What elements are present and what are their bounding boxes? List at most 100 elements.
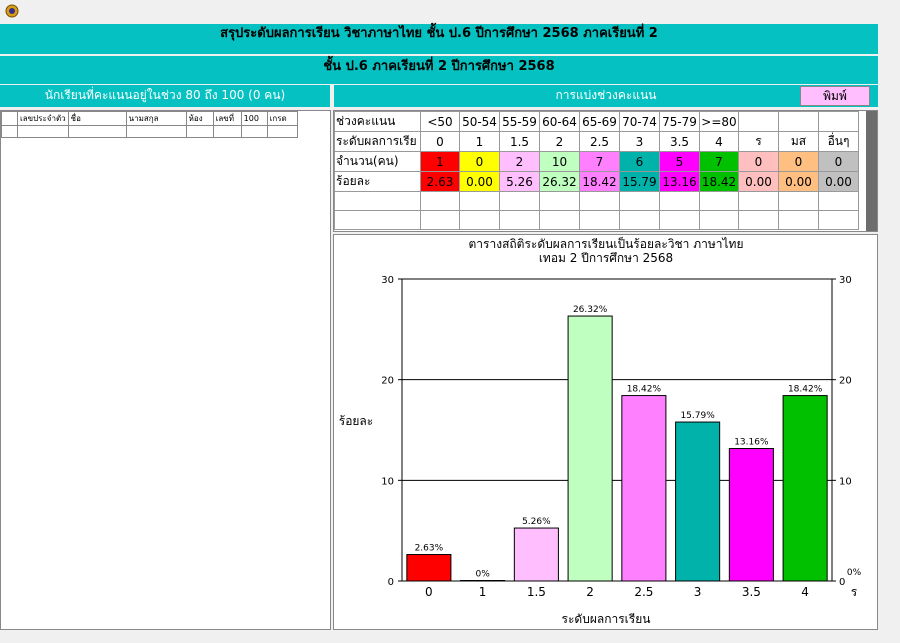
data-label-extra: 0% xyxy=(847,568,862,578)
count-cell: 2 xyxy=(499,151,540,172)
range-cell: 70-74 xyxy=(619,111,660,132)
chart-xlabel: ระดับผลการเรียน xyxy=(562,612,651,626)
bar xyxy=(782,395,828,582)
grade-cell: 0 xyxy=(420,131,460,152)
col-header-score[interactable]: 100 xyxy=(240,111,268,126)
range-cell: 65-69 xyxy=(579,111,620,132)
range-cell xyxy=(738,111,779,132)
range-cell: <50 xyxy=(420,111,460,132)
students-header-row: เลขประจำตัว ชื่อ นามสกุล ห้อง เลขที่ 100… xyxy=(1,111,298,126)
range-cell: 50-54 xyxy=(459,111,500,132)
grade-cell: 3 xyxy=(619,131,660,152)
x-tick-label: 2 xyxy=(586,585,594,599)
y-tick-label: 10 xyxy=(381,476,394,487)
x-tick-label: 2.5 xyxy=(634,585,653,599)
empty-row xyxy=(334,210,859,230)
app-logo-icon xyxy=(5,4,19,18)
grade-cell: 3.5 xyxy=(659,131,700,152)
range-cell: 75-79 xyxy=(659,111,700,132)
data-label: 13.16% xyxy=(734,438,769,448)
y-tick-label: 30 xyxy=(381,275,394,286)
percent-cell: 18.42 xyxy=(699,171,739,192)
report-subtitle: ชั้น ป.6 ภาคเรียนที่ 2 ปีการศึกษา 2568 xyxy=(0,56,878,84)
score-range-header: การแบ่งช่วงคะแนน xyxy=(334,85,878,107)
col-header-number[interactable]: เลขที่ xyxy=(212,111,242,126)
bar xyxy=(513,527,559,582)
students-table: เลขประจำตัว ชื่อ นามสกุล ห้อง เลขที่ 100… xyxy=(1,111,298,138)
percent-cell: 2.63 xyxy=(420,171,460,192)
y-tick-label: 0 xyxy=(388,577,394,588)
students-grid[interactable]: เลขประจำตัว ชื่อ นามสกุล ห้อง เลขที่ 100… xyxy=(0,110,331,630)
count-cell: 0 xyxy=(818,151,859,172)
data-label: 18.42% xyxy=(627,385,662,395)
x-tick-label: 3 xyxy=(694,585,702,599)
chart-svg: ตารางสถิติระดับผลการเรียนเป็นร้อยละวิชา … xyxy=(339,236,862,626)
x-tick-label-extra: ร xyxy=(851,585,858,599)
count-cell: 7 xyxy=(579,151,620,172)
chart-title: ตารางสถิติระดับผลการเรียนเป็นร้อยละวิชา … xyxy=(469,236,744,251)
x-tick-label: 1 xyxy=(479,585,487,599)
col-header-firstname[interactable]: ชื่อ xyxy=(67,111,127,126)
percent-cell: 0.00 xyxy=(459,171,500,192)
grade-cell: 4 xyxy=(699,131,739,152)
x-tick-label: 0 xyxy=(425,585,433,599)
report-title: สรุประดับผลการเรียน วิชาภาษาไทย ชั้น ป.6… xyxy=(0,24,878,54)
row-label-count: จำนวน(คน) xyxy=(334,151,421,172)
count-cell: 0 xyxy=(459,151,500,172)
count-cell: 7 xyxy=(699,151,739,172)
percent-cell: 0.00 xyxy=(738,171,779,192)
data-label: 0% xyxy=(475,570,490,580)
col-header-id[interactable]: เลขประจำตัว xyxy=(17,111,69,126)
x-tick-label: 3.5 xyxy=(742,585,761,599)
count-cell: 0 xyxy=(738,151,779,172)
grade-cell: 1.5 xyxy=(499,131,540,152)
grade-cell: มส xyxy=(778,131,819,152)
col-header-lastname[interactable]: นามสกุล xyxy=(125,111,187,126)
row-label-range: ช่วงคะแนน xyxy=(334,111,421,132)
range-cell: 55-59 xyxy=(499,111,540,132)
students-range-header: นักเรียนที่คะแนนอยู่ในช่วง 80 ถึง 100 (0… xyxy=(0,85,330,107)
data-label: 26.32% xyxy=(573,305,608,315)
scrollbar[interactable] xyxy=(866,111,877,231)
stats-grid[interactable]: ช่วงคะแนน <50 50-54 55-59 60-64 65-69 70-74 75-… xyxy=(333,110,878,232)
range-row: ช่วงคะแนน <50 50-54 55-59 60-64 65-69 70-74 75-… xyxy=(334,111,859,132)
bar xyxy=(621,395,667,582)
count-cell: 10 xyxy=(539,151,580,172)
empty-row xyxy=(334,191,859,211)
count-cell: 5 xyxy=(659,151,700,172)
row-label-percent: ร้อยละ xyxy=(334,171,421,192)
percent-row: ร้อยละ 2.63 0.00 5.26 26.32 18.42 15.79 13.16 18… xyxy=(334,171,859,192)
grade-cell: 1 xyxy=(459,131,500,152)
y-tick-label-right: 20 xyxy=(839,376,852,387)
data-label: 18.42% xyxy=(788,385,823,395)
bar xyxy=(406,554,452,582)
bar xyxy=(728,448,774,582)
bar xyxy=(460,580,506,582)
stats-table: ช่วงคะแนน <50 50-54 55-59 60-64 65-69 70-74 75-… xyxy=(334,111,859,230)
y-tick-label: 20 xyxy=(381,376,394,387)
percent-cell: 18.42 xyxy=(579,171,620,192)
percent-cell: 13.16 xyxy=(659,171,700,192)
count-cell: 0 xyxy=(778,151,819,172)
percent-cell: 26.32 xyxy=(539,171,580,192)
print-button[interactable]: พิมพ์ xyxy=(800,86,870,106)
percent-cell: 0.00 xyxy=(778,171,819,192)
x-tick-label: 4 xyxy=(801,585,809,599)
range-cell: >=80 xyxy=(699,111,739,132)
col-header-room[interactable]: ห้อง xyxy=(185,111,214,126)
data-label: 2.63% xyxy=(415,544,444,554)
x-tick-label: 1.5 xyxy=(527,585,546,599)
table-row[interactable] xyxy=(1,125,298,138)
range-cell: 60-64 xyxy=(539,111,580,132)
y-tick-label-right: 0 xyxy=(839,577,845,588)
bar xyxy=(567,315,613,582)
grade-cell: อื่นๆ xyxy=(818,131,859,152)
y-tick-label-right: 10 xyxy=(839,476,852,487)
count-cell: 1 xyxy=(420,151,460,172)
col-header-grade[interactable]: เกรด xyxy=(266,111,298,126)
chart-subtitle: เทอม 2 ปีการศึกษา 2568 xyxy=(539,251,673,265)
grade-cell: 2.5 xyxy=(579,131,620,152)
percent-cell: 5.26 xyxy=(499,171,540,192)
data-label: 15.79% xyxy=(680,411,715,421)
grade-cell: ร xyxy=(738,131,779,152)
